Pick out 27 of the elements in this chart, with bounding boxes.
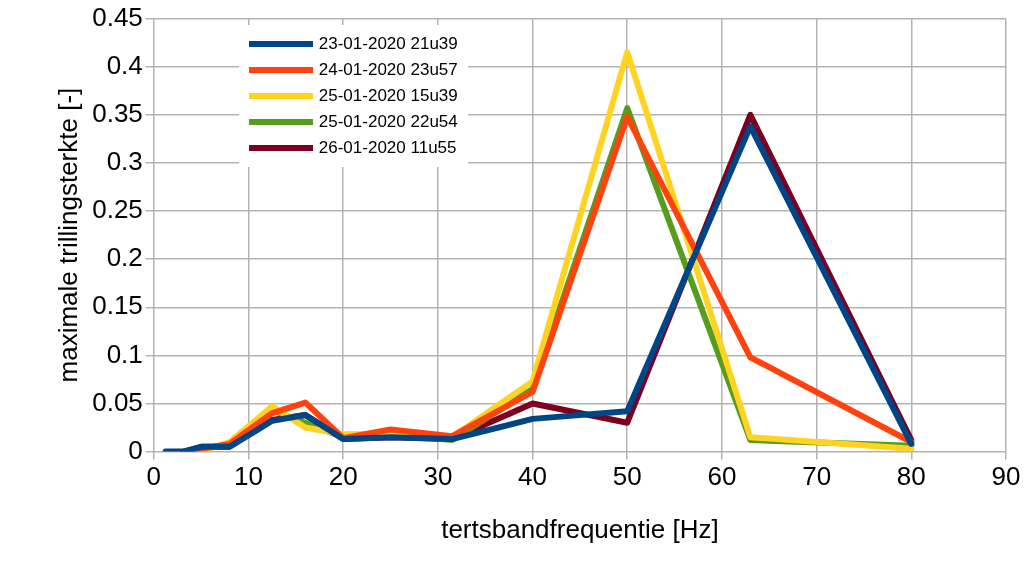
y-tick-label: 0.35 xyxy=(92,97,143,128)
x-tick-label: 90 xyxy=(991,461,1021,492)
x-tick-label: 30 xyxy=(423,461,453,492)
y-tick-label: 0.05 xyxy=(92,386,143,417)
legend-label: 24-01-2020 23u57 xyxy=(318,59,458,80)
x-tick-label: 50 xyxy=(612,461,642,492)
legend-label: 23-01-2020 21u39 xyxy=(318,33,458,54)
legend-label: 25-01-2020 22u54 xyxy=(318,111,458,132)
x-tick-label: 0 xyxy=(146,461,162,492)
y-tick-label: 0.15 xyxy=(92,290,143,321)
y-tick-label: 0.1 xyxy=(106,338,143,369)
x-tick-label: 80 xyxy=(896,461,926,492)
x-tick-label: 60 xyxy=(707,461,737,492)
x-tick-label: 40 xyxy=(518,461,548,492)
y-axis-title: maximale trillingsterkte [-] xyxy=(52,87,83,383)
x-axis-title: tertsbandfrequentie [Hz] xyxy=(441,513,719,544)
x-tick-label: 20 xyxy=(328,461,358,492)
y-tick-label: 0.25 xyxy=(92,194,143,225)
y-tick-label: 0 xyxy=(128,434,143,465)
x-tick-label: 10 xyxy=(234,461,263,492)
legend-label: 25-01-2020 15u39 xyxy=(318,85,458,106)
y-tick-label: 0.3 xyxy=(106,146,143,177)
x-tick-label: 70 xyxy=(802,461,832,492)
y-tick-label: 0.45 xyxy=(92,1,143,32)
y-tick-label: 0.4 xyxy=(106,49,143,80)
y-tick-label: 0.2 xyxy=(106,242,143,273)
legend-label: 26-01-2020 11u55 xyxy=(318,137,457,158)
